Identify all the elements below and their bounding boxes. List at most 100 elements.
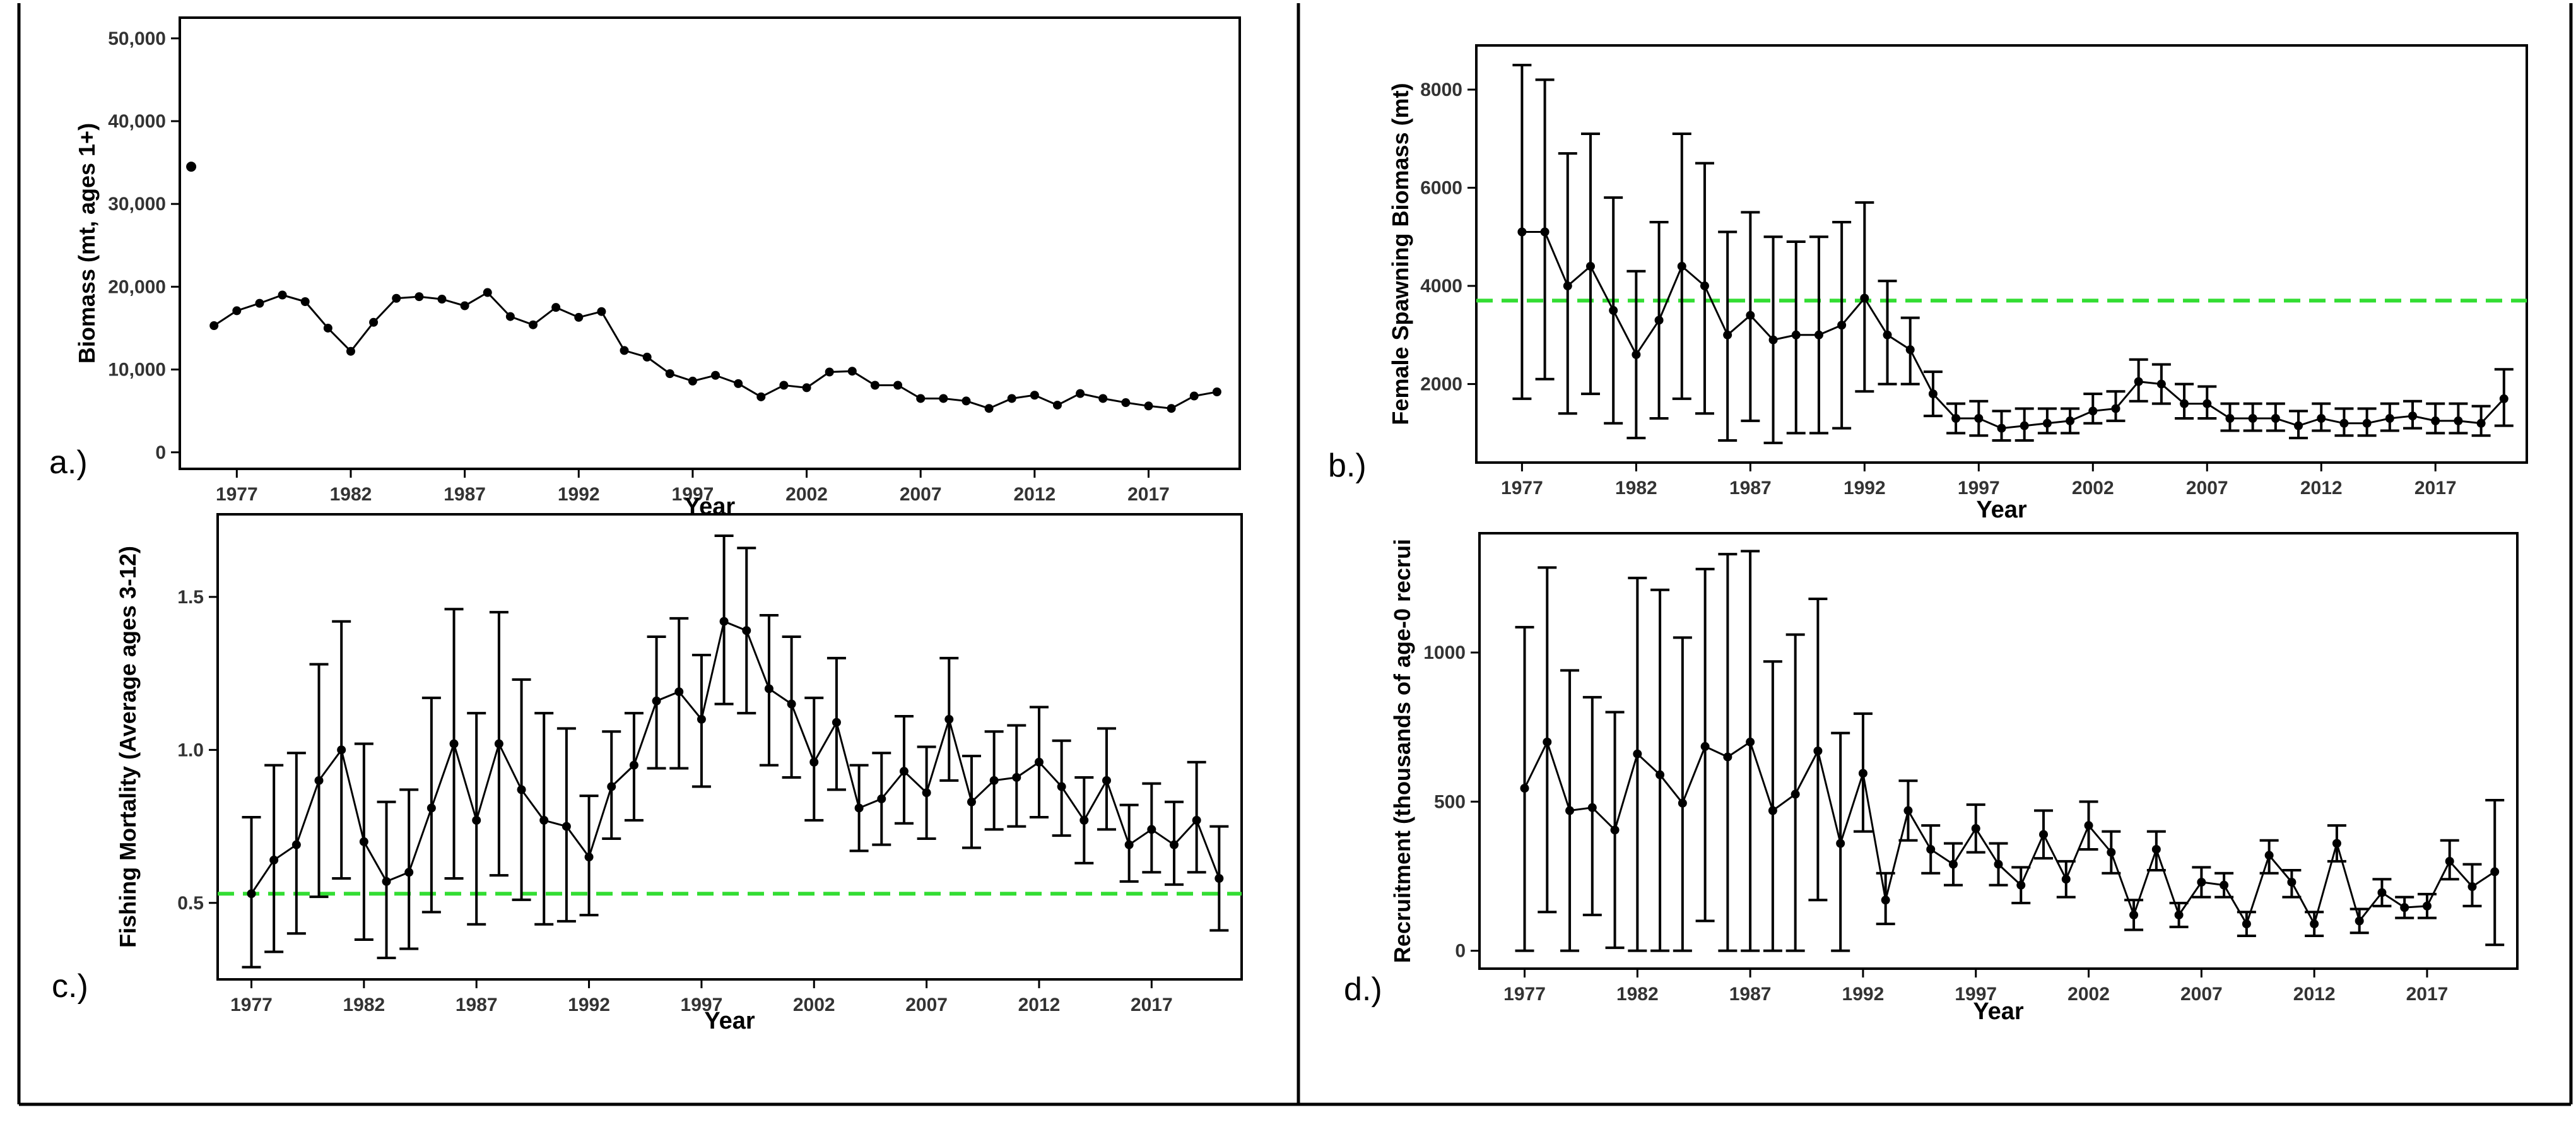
y-tick-label-b: 8000 [1420,80,1462,100]
x-tick-label-a: 1992 [558,484,600,505]
data-point-c [269,855,279,865]
data-point-d [2107,847,2116,857]
data-point-a [505,312,515,321]
data-point-b [2385,414,2394,423]
data-point-b [1814,330,1823,340]
data-point-c [382,877,391,886]
data-point-d [2264,851,2274,860]
data-point-d [1948,859,1958,869]
y-tick-label-b: 2000 [1420,374,1462,395]
data-point-d [1587,803,1597,812]
data-point-d [2174,910,2184,919]
data-point-d [2084,821,2093,830]
data-point-c [494,739,503,748]
data-point-b [1951,414,1961,423]
data-point-a [529,320,538,329]
data-point-c [809,757,819,767]
y-axis-label-a: Biomass (mt, ages 1+) [74,123,100,363]
x-tick-label-b: 1987 [1729,478,1772,499]
data-point-b [1905,345,1915,355]
data-point-b [2431,416,2440,425]
x-tick-label-b: 1977 [1501,478,1543,499]
data-point-d [2016,880,2026,890]
data-point-c [922,788,931,798]
panel-label-c: c.) [52,968,88,1005]
data-point-a [916,394,926,403]
data-point-d [2400,903,2409,912]
data-point-c [584,853,594,862]
data-point-b [2317,414,2326,423]
data-point-a [1007,394,1016,403]
data-point-a [209,321,219,331]
x-axis-label-d: Year [1973,998,2024,1025]
x-tick-label-d: 2007 [2180,984,2223,1005]
data-point-c [742,626,751,635]
data-point-a [255,298,264,308]
data-point-a [346,346,355,356]
y-tick-label-a: 30,000 [108,194,166,215]
panel-b: 1977 1982 1987 1992 1997 2002 2007 2012 2017 2000… [1387,44,2528,523]
x-axis-label-c: Year [704,1008,755,1034]
data-point-c [1214,873,1224,883]
data-point-d [1543,737,1552,747]
x-tick-label-c: 2002 [793,995,835,1015]
data-point-a [1121,398,1131,408]
data-point-b [1540,227,1550,237]
data-point-a [642,352,652,362]
x-tick-label-b: 2017 [2414,478,2457,499]
data-point-a [1189,391,1199,401]
data-point-c [1079,815,1089,825]
data-point-c [1169,840,1179,849]
data-point-b [2339,418,2349,428]
y-tick-label-d: 0 [1455,941,1466,962]
plot-frame-d [1478,532,2519,970]
data-point-d [2422,901,2432,911]
data-point-c [291,840,301,849]
data-point-b [2111,404,2120,413]
data-point-b [2499,394,2508,403]
data-point-a [1030,391,1039,400]
data-point-a [392,293,401,303]
data-point-d [2039,830,2049,839]
data-point-d [1903,806,1913,815]
data-point-a [893,381,903,390]
x-tick-label-d: 1997 [1955,984,1997,1005]
data-point-b [2134,377,2143,386]
x-tick-label-a: 2012 [1013,484,1056,505]
data-point-c [449,739,459,748]
panel-label-d: d.) [1344,971,1382,1008]
panel-a: 1977 1982 1987 1992 1997 2002 2007 2012 2017 0 10,… [74,16,1241,520]
plot-frame-b [1475,44,2528,464]
data-point-d [1610,825,1620,835]
data-point-a [847,367,857,376]
data-point-b [2225,414,2235,423]
data-point-d [1746,737,1755,747]
data-point-d [1768,806,1777,815]
data-point-a [984,404,994,413]
data-point-c [787,699,796,709]
data-point-d [2220,880,2229,890]
y-axis-label-d: Recruitment (thousands of age-0 recrui [1389,539,1415,963]
data-point-d [2377,888,2387,897]
data-point-a [323,323,332,333]
data-point-d [2332,839,2341,848]
x-tick-label-b: 1982 [1615,478,1657,499]
x-tick-label-b: 1997 [1958,478,2000,499]
x-tick-label-c: 1987 [456,995,498,1015]
y-tick-label-d: 1000 [1423,642,1466,663]
data-point-d [1971,824,1980,833]
data-point-c [517,785,526,794]
data-point-b [2042,418,2052,428]
data-point-b [1517,227,1527,237]
data-point-d [1858,769,1867,778]
data-point-a [437,295,447,304]
data-point-b [1677,261,1686,271]
data-point-c [539,815,549,825]
data-point-a [300,297,310,306]
data-point-d [1881,895,1890,905]
data-point-b [2180,399,2189,408]
data-point-d [2445,856,2454,866]
data-point-b [1928,389,1938,399]
data-point-c [697,714,706,724]
